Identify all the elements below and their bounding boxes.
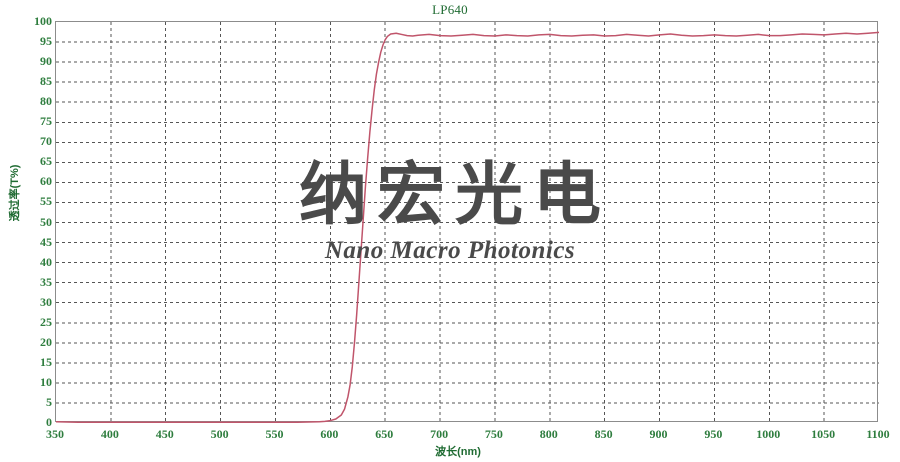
data-series-layer xyxy=(56,31,879,423)
y-tick-label: 35 xyxy=(40,274,52,289)
x-axis-title: 波长(nm) xyxy=(435,446,481,458)
y-tick-label: 60 xyxy=(40,174,52,189)
x-tick-label: 850 xyxy=(594,427,613,441)
y-tick-label: 55 xyxy=(40,194,52,209)
y-tick-label: 10 xyxy=(40,374,52,389)
x-tick-label: 900 xyxy=(649,427,668,441)
y-tick-label: 50 xyxy=(40,214,52,229)
y-tick-label: 5 xyxy=(46,394,52,409)
plot-area xyxy=(55,21,879,423)
x-tick-label: 400 xyxy=(100,427,119,441)
x-tick-label: 1000 xyxy=(756,427,781,441)
x-tick-label: 500 xyxy=(210,427,229,441)
x-tick-label: 750 xyxy=(484,427,503,441)
x-axis-tick-labels: 350 400 450 500 550 600 650 700 750 800 850 900 950 1… xyxy=(0,428,900,448)
y-tick-label: 0 xyxy=(46,415,52,429)
y-tick-label: 25 xyxy=(40,314,52,329)
x-tick-label: 550 xyxy=(265,427,284,441)
x-tick-label: 700 xyxy=(430,427,449,441)
plot-svg xyxy=(56,22,879,423)
x-tick-label: 350 xyxy=(46,427,64,441)
x-tick-label: 950 xyxy=(704,427,723,441)
y-tick-label: 20 xyxy=(40,334,52,349)
y-tick-label: 65 xyxy=(40,154,52,169)
series-line xyxy=(56,31,879,423)
y-tick-label: 95 xyxy=(40,34,52,49)
x-tick-label: 600 xyxy=(320,427,339,441)
y-tick-label: 90 xyxy=(40,54,52,69)
y-tick-label: 40 xyxy=(40,254,52,269)
x-tick-label: 650 xyxy=(375,427,394,441)
y-tick-label: 85 xyxy=(40,74,52,89)
chart-title: LP640 xyxy=(432,2,468,17)
y-tick-label: 15 xyxy=(40,354,52,369)
y-tick-label: 100 xyxy=(34,14,52,28)
y-tick-label: 80 xyxy=(40,94,52,109)
x-tick-label: 450 xyxy=(155,427,174,441)
grid-lines xyxy=(56,22,879,423)
y-tick-label: 75 xyxy=(40,114,52,129)
y-tick-label: 45 xyxy=(40,234,52,249)
x-tick-label: 1050 xyxy=(811,427,836,441)
x-tick-label: 800 xyxy=(539,427,558,441)
y-axis-tick-labels: 0 5 10 15 20 25 30 35 40 45 50 55 60 65 70 75 80 85 90 95 10… xyxy=(14,0,52,462)
x-tick-label: 1100 xyxy=(866,427,890,441)
y-tick-label: 30 xyxy=(40,294,52,309)
y-tick-label: 70 xyxy=(40,134,52,149)
